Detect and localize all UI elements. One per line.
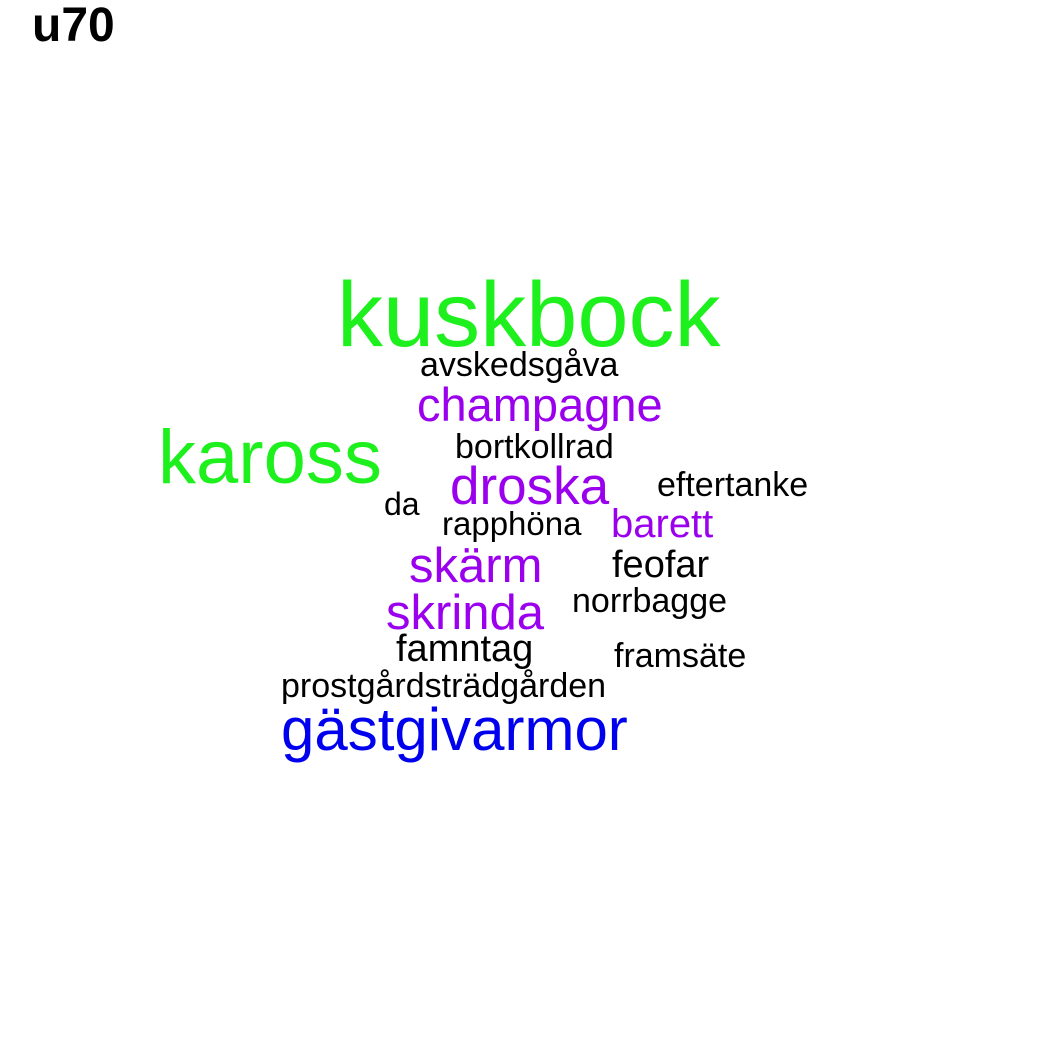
word-kuskbock: kuskbock (337, 264, 721, 366)
word-da: da (384, 486, 420, 522)
word-feofar: feofar (612, 544, 710, 586)
word-champagne: champagne (417, 378, 663, 431)
word-framsate: framsäte (614, 637, 747, 675)
word-droska: droska (450, 457, 610, 516)
word-kaross: kaross (158, 415, 382, 500)
word-skrinda: skrinda (386, 586, 544, 640)
word-famntag: famntag (396, 628, 534, 670)
word-prostgardstradgarden: prostgårdsträdgården (281, 667, 607, 705)
word-norrbagge: norrbagge (572, 582, 728, 620)
word-skarm: skärm (409, 539, 543, 593)
word-avskedsgava: avskedsgåva (420, 346, 619, 384)
cloud-title: u70 (32, 0, 115, 52)
word-eftertanke: eftertanke (657, 466, 809, 504)
word-barett: barett (611, 502, 714, 546)
word-gastgivarmor: gästgivarmor (281, 696, 628, 763)
word-bortkollrad: bortkollrad (455, 428, 614, 466)
word-rapphona: rapphöna (442, 505, 582, 542)
